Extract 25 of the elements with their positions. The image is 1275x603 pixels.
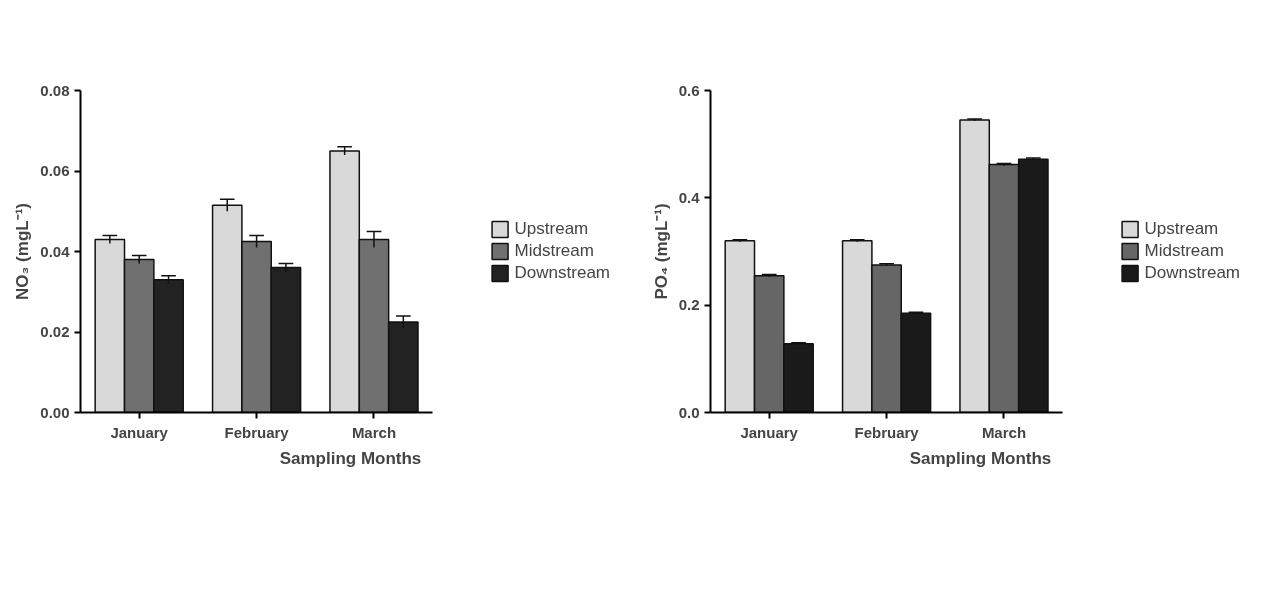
y-axis-title: NO₃ (mgL⁻¹) xyxy=(13,203,33,300)
y-tick-label: 0.04 xyxy=(40,242,71,260)
x-tick-label: January xyxy=(110,423,169,441)
x-tick-label: January xyxy=(740,423,799,441)
legend-label: Upstream xyxy=(514,219,589,239)
x-axis-title: Sampling Months xyxy=(909,448,1052,468)
y-tick-label: 0.02 xyxy=(40,323,70,340)
legend-label: Downstream xyxy=(1144,263,1240,283)
y-tick-label: 0.08 xyxy=(40,81,70,99)
x-tick-label: March xyxy=(351,423,397,441)
y-tick-label: 0.06 xyxy=(40,162,70,179)
y-tick-label: 0.4 xyxy=(678,188,701,206)
legend-label: Downstream xyxy=(514,263,610,283)
legend-label: Upstream xyxy=(1144,219,1219,239)
y-tick-label: 0.2 xyxy=(678,296,700,314)
x-tick-label: February xyxy=(224,423,290,441)
x-axis-title: Sampling Months xyxy=(279,448,422,468)
x-tick-label: March xyxy=(981,423,1027,441)
x-tick-label: February xyxy=(854,423,920,441)
y-tick-label: 0.6 xyxy=(678,81,700,99)
y-axis-title: PO₄ (mgL⁻¹) xyxy=(651,203,671,300)
legend-label: Midstream xyxy=(1144,241,1224,261)
y-tick-label: 0.0 xyxy=(678,403,700,421)
legend-label: Midstream xyxy=(514,241,594,261)
y-tick-label: 0.00 xyxy=(40,403,70,421)
